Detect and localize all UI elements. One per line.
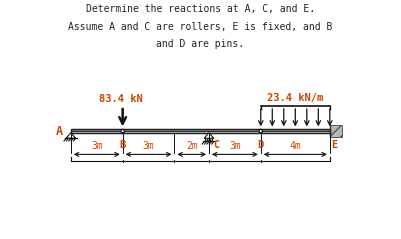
Text: 4m: 4m [290,141,301,151]
Circle shape [210,139,213,141]
Text: and D are pins.: and D are pins. [156,39,245,49]
Bar [71,129,330,131]
Text: D: D [257,140,264,150]
Text: C: C [213,140,219,150]
Text: 83.4 kN: 83.4 kN [99,94,143,104]
Text: 23.4 kN/m: 23.4 kN/m [267,93,324,103]
Bar [330,125,342,136]
Polygon shape [204,133,214,138]
Text: B: B [119,140,126,150]
Text: E: E [332,140,338,150]
Circle shape [259,129,263,133]
Text: Determine the reactions at A, C, and E.: Determine the reactions at A, C, and E. [86,4,315,14]
Text: 3m: 3m [91,141,103,151]
Text: 3m: 3m [143,141,154,151]
Text: Assume A and C are rollers, E is fixed, and B: Assume A and C are rollers, E is fixed, … [68,22,333,32]
Text: 3m: 3m [229,141,241,151]
Circle shape [205,139,208,141]
Circle shape [208,139,210,141]
Bar [71,131,330,133]
Text: A: A [56,125,63,138]
Text: 2m: 2m [186,141,198,151]
Circle shape [121,129,124,133]
Polygon shape [66,133,76,138]
Bar [71,129,330,133]
